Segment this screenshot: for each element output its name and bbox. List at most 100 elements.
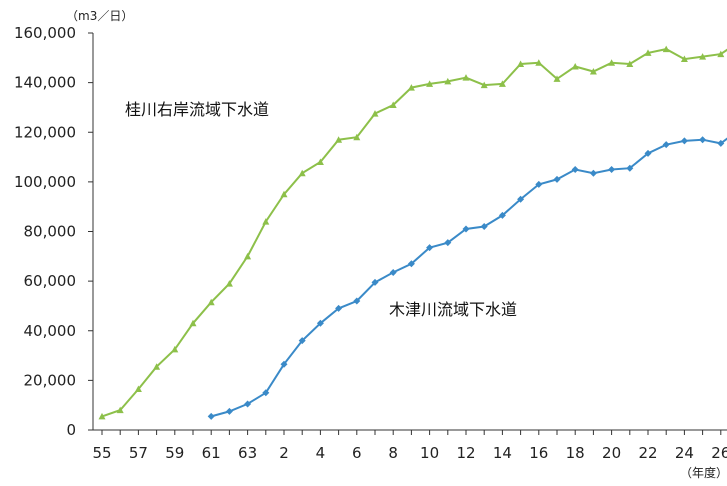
- data-point: [444, 239, 452, 247]
- x-axis-unit: （年度）: [680, 465, 727, 480]
- data-point: [407, 260, 415, 268]
- y-tick-label: 160,000: [14, 24, 76, 42]
- y-tick-label: 140,000: [14, 74, 76, 92]
- data-point: [371, 110, 379, 117]
- data-point: [262, 218, 270, 225]
- x-tick-label: 26: [711, 444, 727, 462]
- data-point: [608, 165, 616, 173]
- x-tick-label: 57: [129, 444, 148, 462]
- data-point: [298, 169, 306, 177]
- data-point: [316, 319, 324, 327]
- data-point: [626, 164, 634, 172]
- data-point: [389, 101, 397, 108]
- data-point: [407, 84, 415, 91]
- x-tick-label: 61: [202, 444, 221, 462]
- y-tick-label: 0: [66, 421, 76, 439]
- x-tick-label: 4: [316, 444, 326, 462]
- data-point: [462, 74, 470, 81]
- series-line: [101, 48, 727, 418]
- data-point: [699, 136, 707, 144]
- data-point: [480, 81, 488, 89]
- data-point: [98, 412, 106, 420]
- x-tick-label: 16: [529, 444, 548, 462]
- x-tick-label: 2: [279, 444, 289, 462]
- x-tick-label: 10: [420, 444, 439, 462]
- x-tick-label: 55: [92, 444, 111, 462]
- data-point: [699, 53, 707, 60]
- data-point: [535, 59, 543, 66]
- data-point: [626, 60, 634, 68]
- y-axis: 0 20,000 40,000 60,000 80,000 100,000 120,000 1…: [14, 24, 94, 439]
- data-point: [353, 297, 361, 305]
- data-point: [189, 319, 197, 327]
- data-point: [116, 406, 124, 414]
- data-point: [171, 345, 179, 353]
- data-point: [517, 195, 525, 203]
- x-tick-label: 24: [675, 444, 694, 462]
- x-tick-label: 18: [566, 444, 585, 462]
- x-tick-label: 12: [456, 444, 475, 462]
- data-point: [644, 49, 652, 56]
- data-point: [207, 412, 215, 420]
- data-point: [553, 175, 561, 183]
- data-point: [662, 45, 670, 53]
- data-point: [480, 223, 488, 231]
- data-point: [335, 304, 343, 312]
- data-point: [717, 50, 725, 58]
- data-point: [244, 252, 252, 260]
- data-point: [225, 407, 233, 415]
- data-point: [389, 268, 397, 276]
- x-tick-label: 20: [602, 444, 621, 462]
- x-axis: 5557596163246810121416182022242628302: [92, 429, 727, 462]
- series-label-kizugawa: 木津川流域下水道: [389, 300, 517, 319]
- x-tick-label: 63: [238, 444, 257, 462]
- y-axis-unit: （m3／日）: [66, 9, 133, 23]
- data-point: [589, 67, 597, 75]
- data-point: [498, 211, 506, 219]
- data-point: [571, 62, 579, 70]
- y-tick-label: 120,000: [14, 123, 76, 141]
- data-point: [316, 158, 324, 166]
- data-point: [280, 360, 288, 368]
- data-point: [553, 75, 561, 82]
- y-tick-label: 40,000: [24, 322, 77, 340]
- data-point: [262, 389, 270, 397]
- data-point: [571, 165, 579, 173]
- x-tick-label: 6: [352, 444, 362, 462]
- data-point: [153, 363, 161, 370]
- x-tick-label: 14: [493, 444, 512, 462]
- data-point: [280, 190, 288, 198]
- y-tick-label: 20,000: [24, 371, 77, 389]
- x-tick-label: 59: [165, 444, 184, 462]
- data-point: [644, 149, 652, 157]
- data-point: [207, 298, 215, 306]
- data-point: [298, 337, 306, 345]
- data-point: [225, 280, 233, 287]
- data-point: [680, 137, 688, 145]
- data-point: [680, 55, 688, 63]
- series-katsuragawa: [98, 45, 727, 420]
- x-tick-label: 22: [638, 444, 657, 462]
- data-point: [426, 80, 434, 87]
- data-point: [444, 77, 452, 85]
- data-point: [608, 59, 616, 66]
- series-line: [210, 137, 727, 418]
- data-point: [589, 169, 597, 177]
- series-kizugawa: [207, 136, 727, 420]
- data-point: [134, 385, 142, 393]
- data-point: [662, 141, 670, 149]
- y-tick-label: 100,000: [14, 173, 76, 191]
- data-point: [498, 80, 506, 87]
- data-point: [426, 244, 434, 252]
- data-point: [517, 60, 525, 68]
- data-point: [535, 180, 543, 188]
- series-label-katsuragawa: 桂川右岸流域下水道: [125, 100, 269, 119]
- x-tick-label: 8: [388, 444, 398, 462]
- data-point: [717, 139, 725, 147]
- data-point: [335, 136, 343, 143]
- data-point: [353, 133, 361, 141]
- y-tick-label: 60,000: [24, 272, 77, 290]
- data-point: [244, 400, 252, 408]
- y-tick-label: 80,000: [24, 223, 77, 241]
